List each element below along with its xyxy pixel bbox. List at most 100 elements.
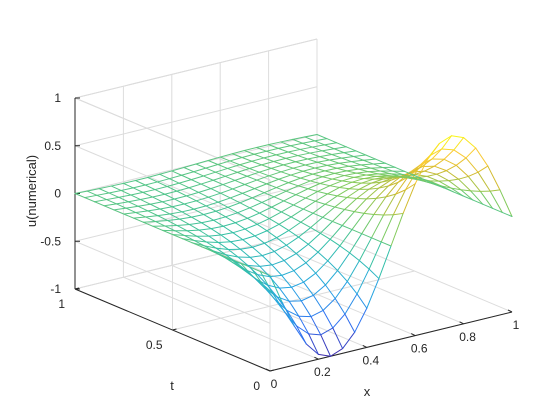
mesh-edge xyxy=(300,173,314,179)
mesh-edge xyxy=(351,181,362,184)
mesh-edge xyxy=(302,200,316,210)
mesh-edge xyxy=(424,170,438,175)
mesh-edge xyxy=(200,219,214,224)
mesh-edge xyxy=(394,166,406,172)
mesh-edge xyxy=(362,159,374,165)
grid-line xyxy=(74,181,318,242)
mesh-edge xyxy=(334,170,348,174)
mesh-edge xyxy=(86,190,98,196)
mesh-edge xyxy=(210,225,224,230)
mesh-edge xyxy=(440,185,452,189)
mesh-edge xyxy=(281,270,295,276)
mesh-edge xyxy=(212,175,226,181)
mesh-edge xyxy=(232,228,246,234)
mesh-edge xyxy=(346,280,358,295)
mesh-edge xyxy=(319,178,333,184)
mesh-edge xyxy=(239,164,250,170)
mesh-edge xyxy=(327,260,339,272)
mesh-edge xyxy=(281,274,292,288)
mesh-edge xyxy=(295,194,307,199)
mesh-edge xyxy=(205,241,220,244)
mesh-edge xyxy=(372,162,386,165)
mesh-edge xyxy=(375,196,387,199)
mesh-edge xyxy=(248,164,263,170)
mesh-edge xyxy=(269,274,283,278)
mesh-edge xyxy=(257,274,271,278)
mesh-edge xyxy=(171,170,183,176)
mesh-edge xyxy=(346,168,360,172)
mesh-edge xyxy=(169,211,183,215)
mesh-edge xyxy=(230,239,244,243)
mesh-edge xyxy=(455,164,469,177)
mesh-edge xyxy=(348,182,362,190)
mesh-edge xyxy=(145,216,156,222)
mesh-edge xyxy=(433,158,445,167)
mesh-edge xyxy=(215,210,227,218)
mesh-edge xyxy=(373,196,387,215)
mesh-edge xyxy=(179,218,190,225)
mesh-edge xyxy=(176,187,190,192)
mesh-edge xyxy=(293,197,307,206)
mesh-edge xyxy=(304,164,316,169)
mesh-edge xyxy=(378,245,392,280)
mesh-edge xyxy=(463,137,477,149)
mesh-edge xyxy=(273,160,284,166)
mesh-edge xyxy=(259,264,273,267)
mesh-edge xyxy=(259,206,273,214)
t-tick-mark xyxy=(172,328,177,331)
mesh-edge xyxy=(350,161,362,166)
mesh-edge xyxy=(351,229,363,235)
mesh-edge xyxy=(385,181,399,198)
mesh-edge xyxy=(492,207,503,213)
mesh-edge xyxy=(375,175,387,178)
mesh-edge xyxy=(130,191,144,196)
mesh-edge xyxy=(348,165,360,170)
mesh-edge xyxy=(193,167,207,173)
mesh-edge xyxy=(333,146,347,150)
mesh-edge xyxy=(183,203,195,210)
mesh-edge xyxy=(380,214,394,243)
mesh-edge xyxy=(186,230,198,237)
mesh-edge xyxy=(378,179,392,189)
mesh-edge xyxy=(157,213,171,217)
mesh-edge xyxy=(285,185,299,192)
mesh-edge xyxy=(208,235,220,244)
mesh-edge xyxy=(195,163,207,169)
mesh-edge xyxy=(353,155,364,161)
mesh-edge xyxy=(286,309,298,327)
mesh-edge xyxy=(184,235,195,242)
mesh-edge xyxy=(253,153,265,159)
mesh-edge xyxy=(268,218,280,225)
mesh-edge xyxy=(242,239,253,248)
mesh-edge xyxy=(164,193,175,200)
mesh-edge xyxy=(385,193,397,198)
mesh-edge xyxy=(426,173,438,177)
mesh-edge xyxy=(225,212,239,218)
mesh-edge xyxy=(349,252,360,262)
mesh-edge xyxy=(438,135,452,144)
mesh-edge xyxy=(190,179,202,185)
mesh-edge xyxy=(339,186,350,190)
x-tick-label: 0.6 xyxy=(411,342,428,356)
mesh-edge xyxy=(84,194,98,199)
mesh-edge xyxy=(248,168,260,173)
mesh-edge xyxy=(384,162,396,168)
mesh-edge xyxy=(188,222,202,225)
mesh-edge xyxy=(477,171,491,192)
x-tick-mark xyxy=(507,309,513,313)
mesh-edge xyxy=(331,178,343,182)
mesh-edge xyxy=(299,146,313,150)
mesh-edge xyxy=(382,167,394,172)
mesh-edge xyxy=(181,174,192,181)
mesh-edge xyxy=(174,230,186,237)
mesh-edge xyxy=(409,164,421,173)
mesh-edge xyxy=(331,152,345,155)
mesh-edge xyxy=(312,294,324,311)
mesh-edge xyxy=(348,164,362,167)
mesh-edge xyxy=(363,178,374,180)
mesh-edge xyxy=(232,232,244,241)
mesh-edge xyxy=(280,204,294,213)
mesh-edge xyxy=(188,223,200,231)
mesh-edge xyxy=(183,166,195,173)
mesh-edge xyxy=(137,203,151,207)
